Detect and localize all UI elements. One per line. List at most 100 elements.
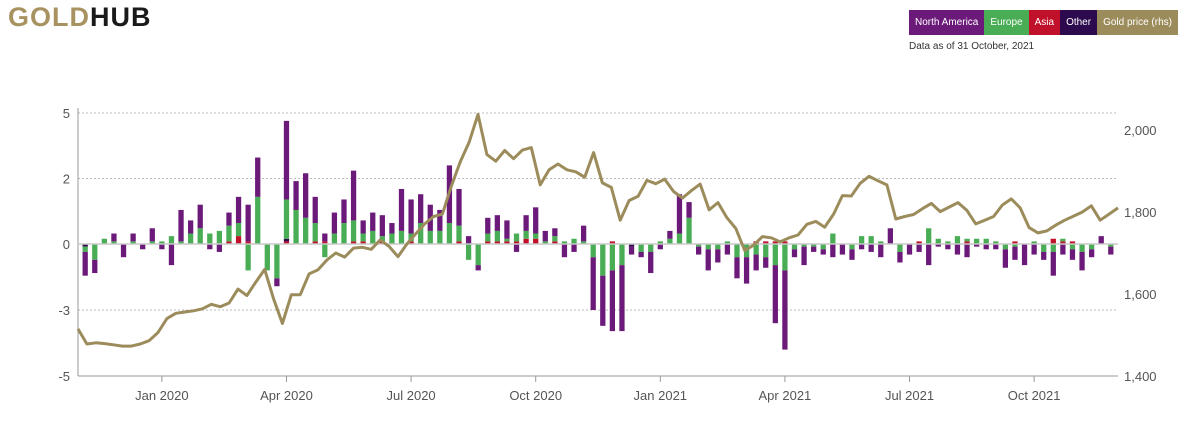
bar-europe — [638, 244, 644, 252]
legend-item-europe[interactable]: Europe — [984, 10, 1029, 35]
bar-north-america — [839, 244, 846, 255]
x-tick-label: Jan 2020 — [135, 388, 189, 403]
bar-europe — [283, 199, 290, 239]
bar-europe — [1108, 244, 1114, 247]
bar-north-america — [849, 249, 855, 260]
bar-europe — [619, 244, 625, 266]
bar-europe — [858, 236, 865, 244]
legend-item-other[interactable]: Other — [1060, 10, 1098, 35]
bar-north-america — [178, 209, 184, 242]
bar-asia — [533, 238, 539, 244]
bar-asia — [456, 241, 462, 244]
bar-europe — [1012, 244, 1018, 247]
y2-tick-label: 2,000 — [1124, 123, 1157, 138]
bar-north-america — [303, 173, 309, 218]
bar-north-america — [111, 233, 117, 242]
bar-north-america — [533, 207, 539, 234]
bar-europe — [1079, 244, 1085, 252]
bar-north-america — [1012, 246, 1018, 260]
bar-north-america — [868, 244, 874, 252]
bar-north-america — [159, 244, 165, 250]
bar-asia — [360, 241, 366, 244]
bar-north-america — [216, 244, 223, 252]
x-tick-label: Apr 2021 — [759, 388, 812, 403]
bar-north-america — [648, 251, 654, 274]
bar-north-america — [140, 244, 146, 250]
bar-north-america — [1108, 246, 1114, 255]
bar-north-america — [370, 212, 376, 231]
bar-europe — [676, 233, 683, 244]
bar-north-america — [811, 246, 817, 252]
bar-europe — [1060, 238, 1066, 242]
bar-europe — [1069, 244, 1076, 250]
bar-north-america — [523, 215, 529, 231]
bar-north-america — [235, 196, 242, 224]
bar-north-america — [1060, 244, 1066, 255]
legend-item-asia[interactable]: Asia — [1028, 10, 1061, 35]
bar-europe — [600, 244, 606, 276]
bar-north-america — [897, 251, 903, 263]
bar-north-america — [791, 249, 798, 258]
bar-europe — [993, 241, 999, 244]
bar-asia — [485, 241, 491, 244]
x-tick-label: Jan 2021 — [634, 388, 688, 403]
bar-north-america — [312, 196, 318, 224]
bar-europe — [935, 238, 941, 244]
bar-north-america — [341, 199, 347, 224]
legend-item-north-america[interactable]: North America — [909, 10, 985, 35]
bar-europe — [235, 223, 242, 237]
bar-europe — [830, 233, 836, 244]
bar-north-america — [782, 270, 788, 350]
x-tick-label: Jul 2020 — [387, 388, 436, 403]
bar-europe — [494, 230, 500, 242]
y2-tick-label: 1,400 — [1124, 369, 1157, 384]
bar-north-america — [667, 230, 673, 239]
bar-north-america — [360, 220, 366, 234]
bar-asia — [772, 241, 778, 244]
bar-north-america — [92, 259, 98, 274]
bar-europe — [485, 233, 491, 242]
bar-europe — [398, 230, 405, 244]
bar-europe — [552, 236, 558, 242]
bar-north-america — [954, 244, 961, 255]
bar-asia — [552, 241, 558, 244]
legend-label-asia: Asia — [1034, 17, 1055, 28]
bar-europe — [427, 230, 433, 244]
bar-north-america — [715, 249, 721, 263]
bar-north-america — [504, 220, 510, 239]
bar-north-america — [724, 244, 731, 255]
legend-item-gold-price[interactable]: Gold price (rhs) — [1097, 10, 1178, 35]
bar-europe — [964, 238, 970, 242]
bar-europe — [168, 236, 175, 244]
bar-europe — [82, 246, 88, 252]
bar-north-america — [331, 212, 338, 234]
bar-asia — [283, 241, 290, 244]
legend-label-europe: Europe — [990, 17, 1023, 28]
bar-europe — [111, 241, 117, 244]
bar-north-america — [945, 244, 951, 250]
bar-europe — [523, 230, 529, 239]
bar-europe — [609, 244, 616, 271]
bar-north-america — [130, 233, 136, 242]
bar-north-america — [763, 257, 769, 268]
bar-north-america — [858, 244, 865, 250]
bar-asia — [235, 236, 242, 244]
bar-north-america — [226, 212, 232, 226]
bar-north-america — [187, 220, 194, 234]
bar-europe — [811, 244, 817, 247]
bar-other — [283, 238, 290, 242]
bar-europe — [1002, 244, 1009, 250]
bar-asia — [1012, 241, 1018, 244]
bar-north-america — [465, 236, 472, 244]
bar-north-america — [600, 275, 606, 326]
bar-asia — [312, 241, 318, 244]
bar-europe — [245, 244, 251, 271]
y2-tick-label: 1,600 — [1124, 287, 1157, 302]
bar-north-america — [993, 244, 999, 250]
bar-europe — [216, 230, 223, 244]
bar-europe — [207, 233, 213, 244]
bar-north-america — [494, 215, 500, 231]
bar-europe — [926, 228, 932, 244]
bar-europe — [542, 241, 548, 244]
